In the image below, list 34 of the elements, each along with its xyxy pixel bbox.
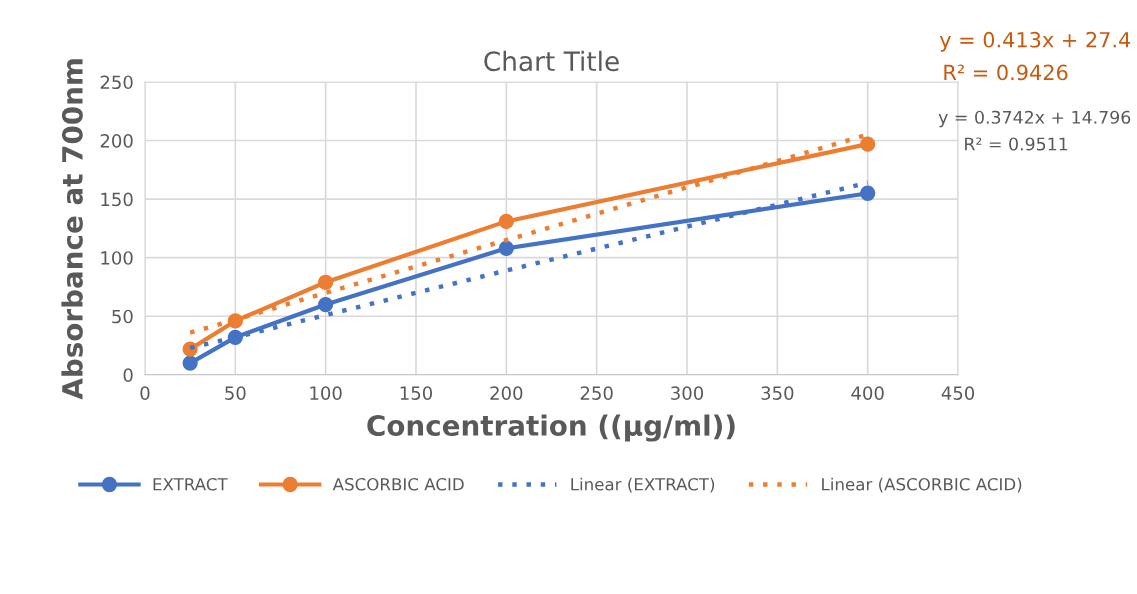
y-tick-label: 50 [112, 309, 133, 324]
x-tick-label: 0 [140, 386, 150, 400]
y-tick-label: 100 [101, 251, 133, 265]
y-tick-label: 200 [100, 134, 133, 148]
point [498, 240, 514, 256]
point [318, 296, 334, 313]
y-axis-title: Absorbance at 700nm [61, 59, 83, 400]
x-tick-label: 250 [580, 386, 613, 400]
point [182, 355, 198, 371]
point [860, 185, 876, 201]
x-tick-label: 350 [761, 386, 794, 400]
point [860, 136, 876, 152]
y-tick-label: 0 [123, 368, 133, 382]
x-tick-label: 100 [310, 386, 342, 400]
text: R² = 0.9511 [965, 137, 1068, 151]
x-axis-title: Concentration ((µg/ml)) [367, 414, 735, 442]
x-tick-label: 50 [225, 386, 246, 400]
text: R² = 0.9426 [944, 64, 1068, 81]
x-tick-label: 300 [671, 386, 704, 400]
y-tick-label: 250 [100, 75, 133, 90]
x-tick-label: 150 [400, 386, 433, 400]
legend-label: Linear (ASCORBIC ACID) [822, 477, 1022, 493]
legend-label: EXTRACT [153, 477, 228, 491]
x-tick-label: 450 [941, 386, 975, 400]
legend-label: Linear (EXTRACT) [571, 477, 715, 493]
legend-label: ASCORBIC ACID [332, 477, 464, 491]
x-tick-label: 200 [490, 386, 523, 400]
y-tick-label: 150 [101, 192, 133, 207]
text: y = 0.413x + 27.4 [939, 31, 1131, 52]
annotation: y = 0.3742x + 14.796 [938, 110, 1131, 128]
point [318, 274, 334, 290]
point [498, 213, 514, 230]
chart-title: Chart Title [484, 50, 619, 72]
x-tick-label: 400 [851, 386, 884, 400]
